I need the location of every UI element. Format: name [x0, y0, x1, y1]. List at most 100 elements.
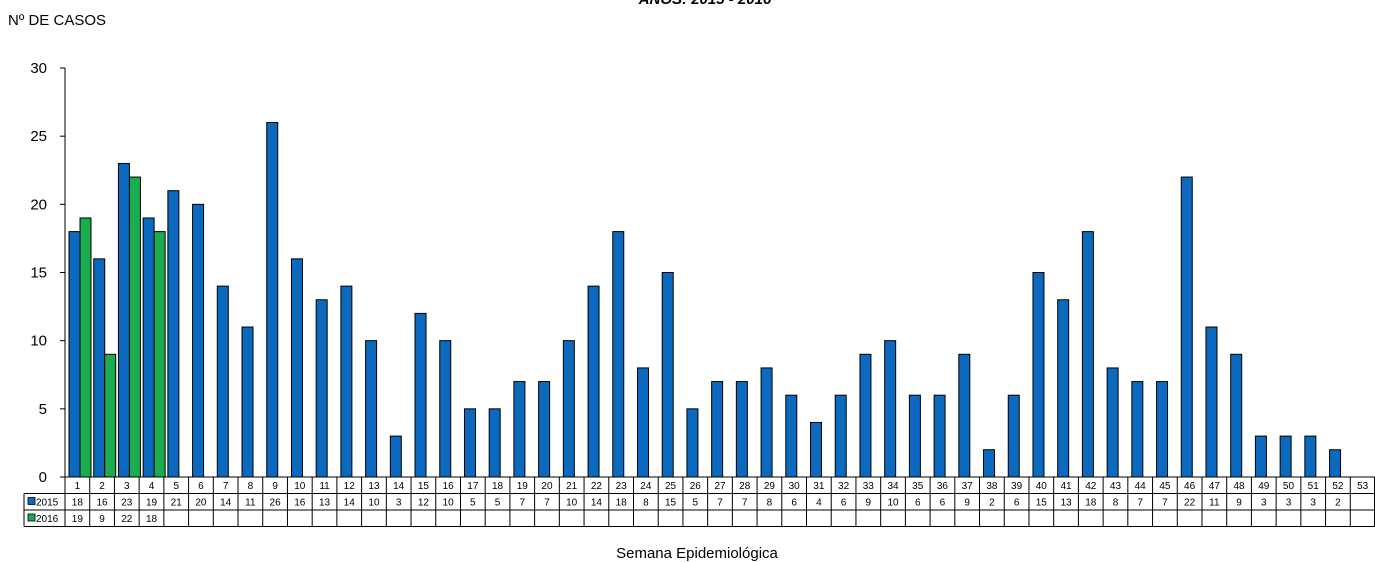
bar-2015 — [1131, 381, 1144, 478]
bar-2015 — [266, 122, 279, 478]
bars — [68, 122, 1342, 478]
category-label: 2 — [99, 481, 105, 492]
category-label: 23 — [616, 481, 628, 492]
data-label-2015: 10 — [887, 498, 899, 509]
category-label: 19 — [517, 481, 529, 492]
data-label-2016: 22 — [121, 514, 133, 525]
y-tick-label: 15 — [30, 265, 47, 282]
data-label-2015: 6 — [841, 498, 847, 509]
bar-2015 — [1205, 326, 1218, 478]
data-label-2015: 20 — [195, 498, 207, 509]
bar-2015 — [810, 421, 823, 478]
bar-2015 — [463, 408, 476, 478]
data-label-2015: 10 — [566, 498, 578, 509]
category-label: 32 — [838, 481, 850, 492]
axes: 0 5 10 15 20 25 30 — [30, 60, 66, 486]
bar-2015 — [68, 231, 81, 478]
data-label-2015: 7 — [519, 498, 525, 509]
data-label-2015: 7 — [1162, 498, 1168, 509]
category-label: 16 — [443, 481, 455, 492]
legend-label-2016: 2016 — [36, 514, 59, 525]
category-label: 45 — [1159, 481, 1171, 492]
bar-2015 — [1180, 176, 1193, 478]
data-label-2015: 7 — [1137, 498, 1143, 509]
data-label-2015: 9 — [866, 498, 872, 509]
category-label: 38 — [986, 481, 998, 492]
category-label: 39 — [1011, 481, 1023, 492]
bar-2015 — [365, 340, 378, 478]
y-tick-label: 10 — [30, 333, 47, 350]
data-label-2015: 26 — [270, 498, 282, 509]
bar-2015 — [760, 367, 773, 478]
category-label: 33 — [863, 481, 875, 492]
data-label-2015: 11 — [245, 498, 256, 509]
bar-2015 — [686, 408, 699, 478]
category-label: 10 — [294, 481, 306, 492]
data-label-2015: 10 — [443, 498, 455, 509]
bar-2015 — [933, 394, 946, 478]
bar-2016 — [104, 353, 117, 478]
category-label: 35 — [912, 481, 924, 492]
data-label-2015: 5 — [693, 498, 699, 509]
data-label-2015: 16 — [97, 498, 109, 509]
bar-2015 — [192, 203, 205, 478]
legend-swatch-2016 — [27, 513, 36, 522]
data-label-2015: 15 — [1036, 498, 1048, 509]
bar-2015 — [513, 381, 526, 478]
y-tick-label: 5 — [39, 401, 47, 418]
bar-2015 — [1254, 435, 1267, 478]
data-label-2015: 14 — [591, 498, 603, 509]
bar-2015 — [538, 381, 551, 478]
category-label: 51 — [1308, 481, 1320, 492]
category-label: 3 — [124, 481, 130, 492]
category-label: 49 — [1258, 481, 1270, 492]
category-label: 36 — [937, 481, 949, 492]
category-label: 13 — [368, 481, 380, 492]
category-label: 7 — [223, 481, 229, 492]
data-label-2015: 3 — [1261, 498, 1267, 509]
category-label: 34 — [887, 481, 899, 492]
category-label: 20 — [541, 481, 553, 492]
chart-title: ANOS: 2015 - 2016 — [638, 0, 772, 8]
bar-2015 — [216, 285, 229, 478]
data-label-2015: 7 — [742, 498, 748, 509]
y-tick-label: 30 — [30, 60, 47, 77]
bar-2015 — [735, 381, 748, 478]
category-label: 1 — [75, 481, 81, 492]
data-label-2015: 16 — [294, 498, 306, 509]
bar-2015 — [1304, 435, 1317, 478]
category-label: 43 — [1110, 481, 1122, 492]
category-label: 24 — [640, 481, 652, 492]
bar-2015 — [661, 272, 674, 478]
category-label: 53 — [1357, 481, 1369, 492]
category-label: 21 — [566, 481, 578, 492]
bar-2015 — [785, 394, 798, 478]
data-label-2015: 6 — [791, 498, 797, 509]
bar-2015 — [983, 449, 996, 478]
bar-2015 — [636, 367, 649, 478]
data-label-2015: 5 — [495, 498, 501, 509]
data-label-2016: 18 — [146, 514, 158, 525]
category-label: 41 — [1060, 481, 1072, 492]
data-label-2015: 7 — [717, 498, 723, 509]
data-label-2015: 21 — [171, 498, 183, 509]
category-label: 28 — [739, 481, 751, 492]
bar-2015 — [1081, 231, 1094, 478]
bar-2015 — [1007, 394, 1020, 478]
y-tick-label: 25 — [30, 128, 47, 145]
legend-label-2015: 2015 — [36, 498, 59, 509]
bar-2016 — [79, 217, 92, 478]
category-label: 31 — [813, 481, 825, 492]
category-label: 30 — [789, 481, 801, 492]
bar-2015 — [958, 353, 971, 478]
data-table: 1 2 3 4 5 6 7 8 9 10 11 12 13 14 15 16 17 18 19 20 21 22 23 24 2… — [23, 476, 1375, 527]
bar-2015 — [1057, 299, 1070, 478]
category-label: 17 — [467, 481, 479, 492]
data-label-2015: 5 — [470, 498, 476, 509]
category-label: 27 — [714, 481, 726, 492]
category-label: 44 — [1135, 481, 1147, 492]
bar-2015 — [834, 394, 847, 478]
y-tick-label: 20 — [30, 196, 47, 213]
bar-2015 — [241, 326, 254, 478]
